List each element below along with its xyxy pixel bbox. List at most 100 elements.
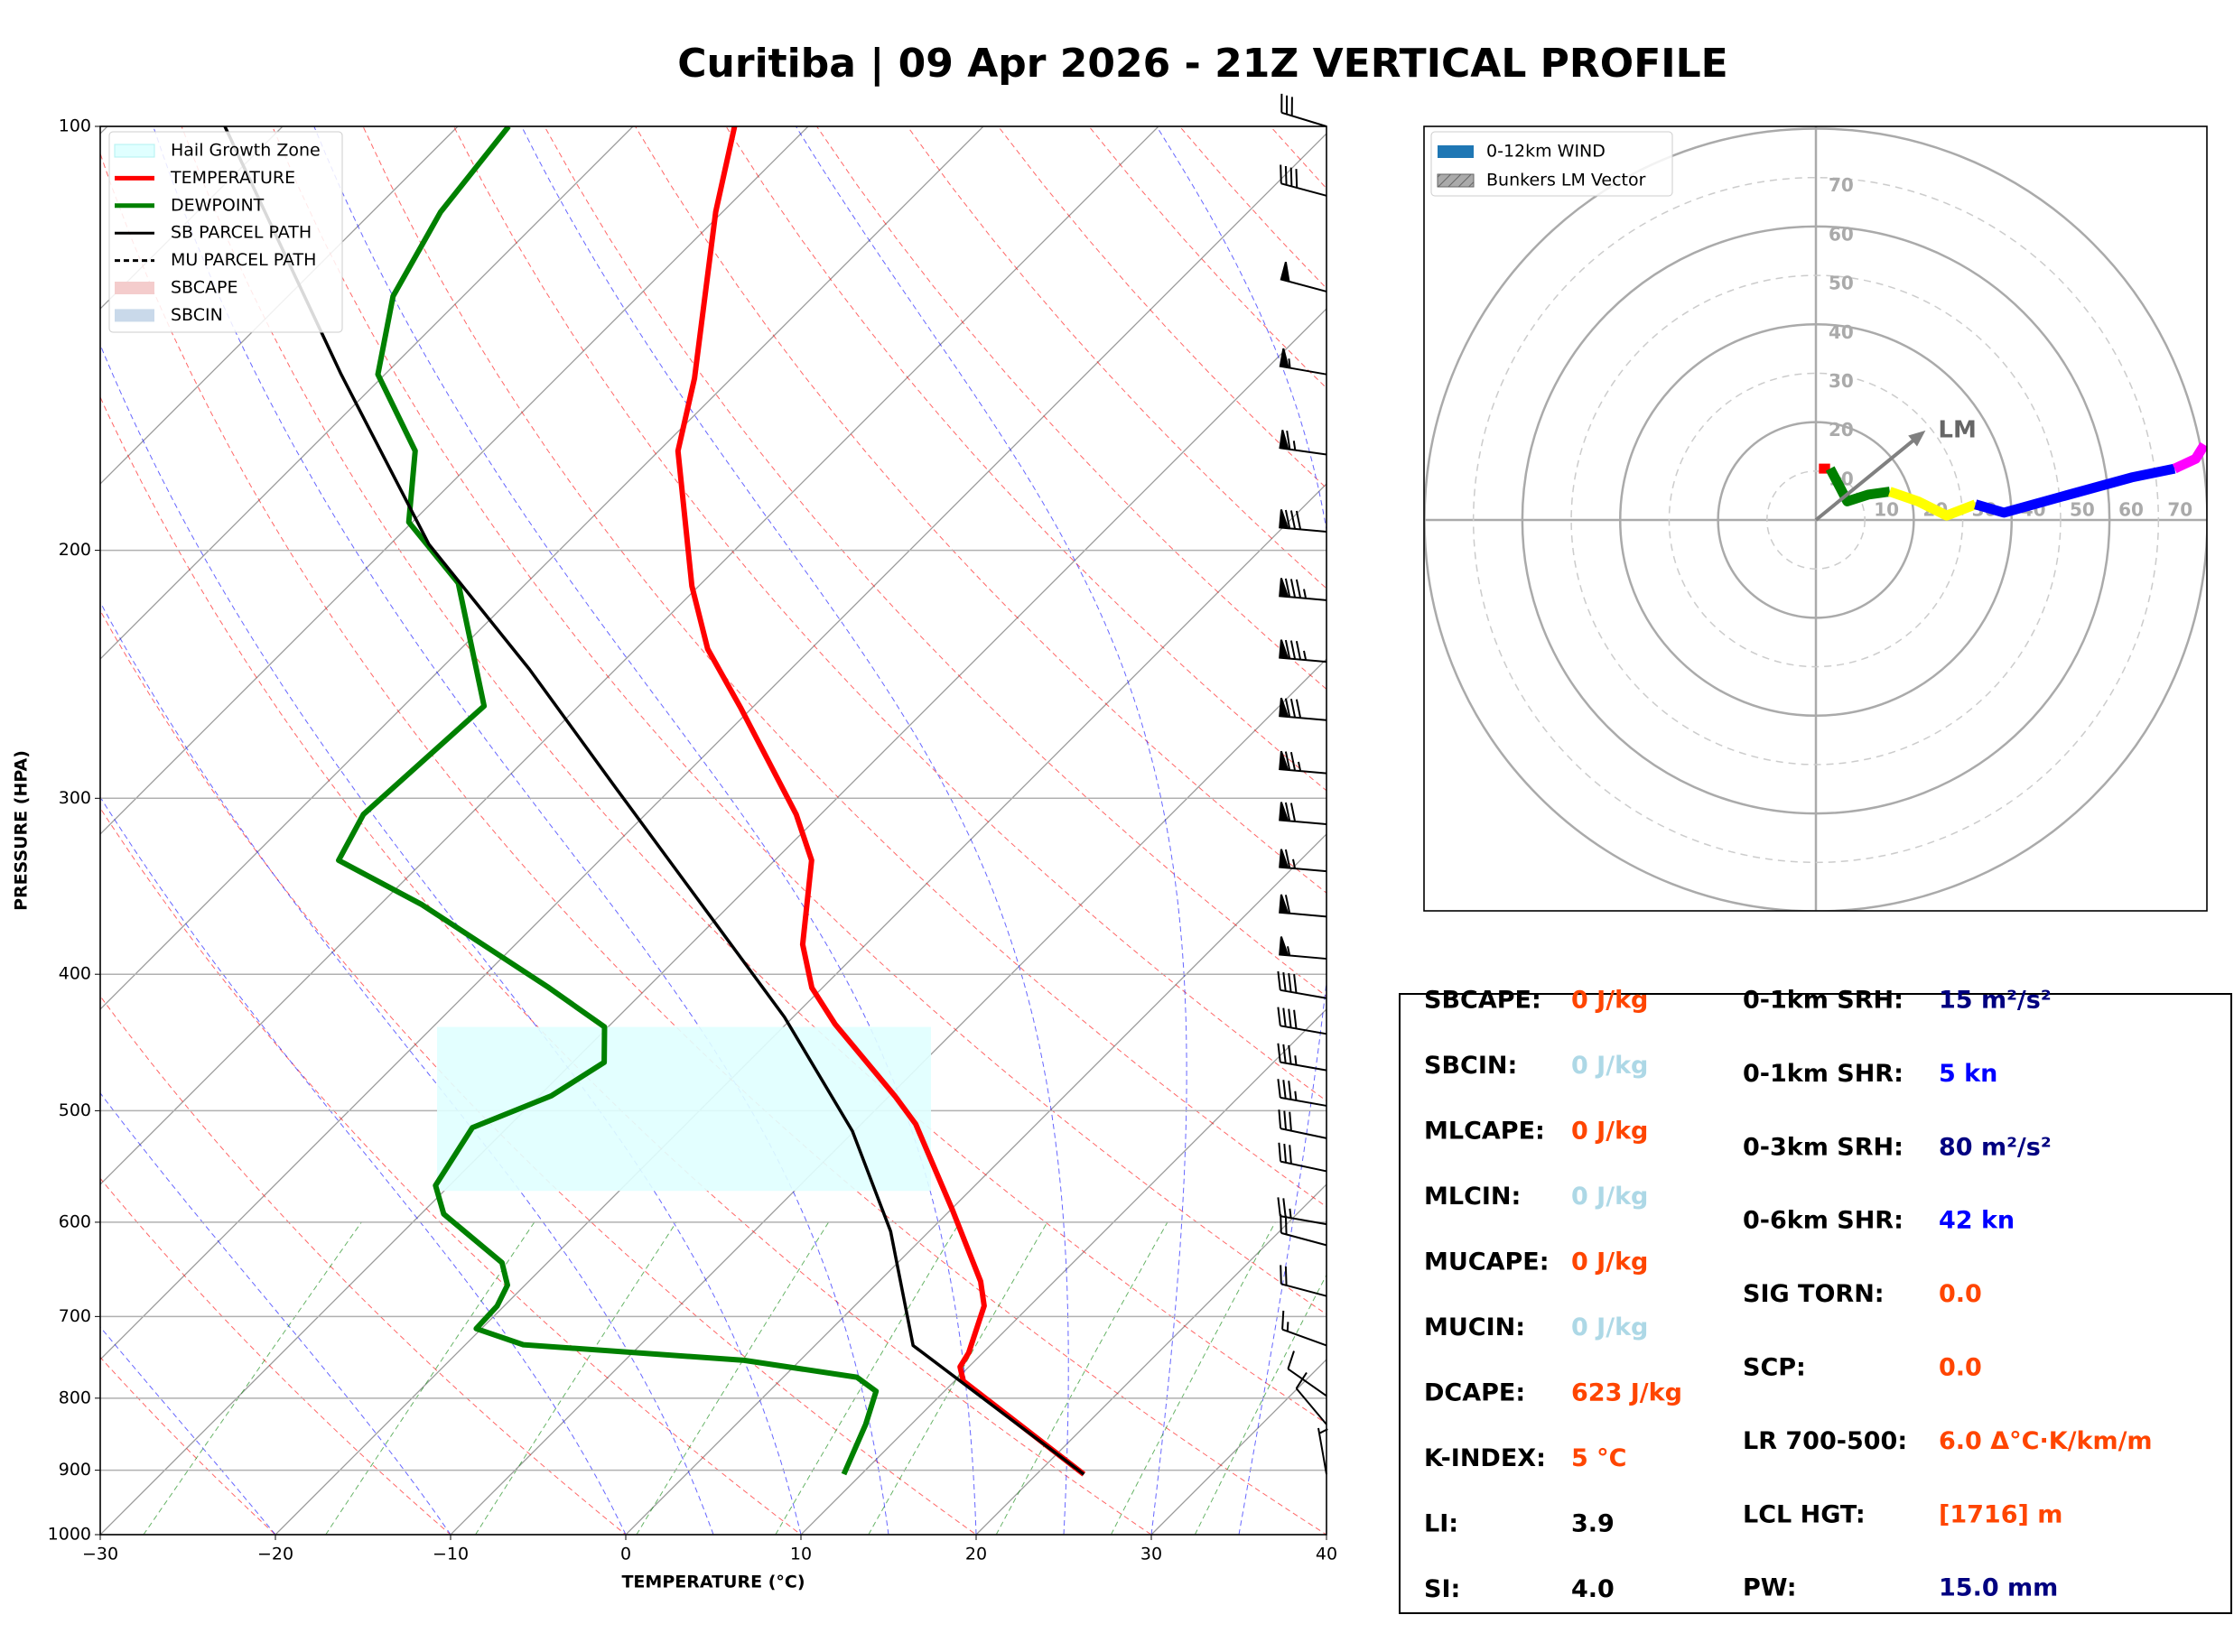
isotherm [100, 126, 634, 660]
wind-barb [1278, 1142, 1327, 1173]
index-label: DCAPE: [1424, 1379, 1525, 1407]
index-label: MUCAPE: [1424, 1248, 1550, 1276]
wind-barb [1280, 93, 1327, 127]
index-label: LR 700-500: [1743, 1427, 1907, 1455]
legend-label: SBCIN [171, 305, 223, 325]
lm-vector [1814, 437, 1917, 522]
moist-adiabat [1156, 126, 1326, 1535]
dry-adiabat [100, 807, 802, 1535]
hodograph-data: LM [1814, 416, 2207, 522]
index-value: 0.0 [1939, 1280, 1982, 1308]
wind-barbs [1277, 93, 1328, 1475]
hodograph-ring [1472, 176, 2160, 864]
dry-adiabat [181, 126, 1326, 1425]
mixing-ratio-line [775, 1221, 961, 1535]
y-tick-label: 700 [59, 1306, 91, 1326]
index-value: [1716] m [1939, 1500, 2062, 1528]
hodograph-ring [1668, 372, 1964, 668]
isotherm [450, 658, 1326, 1535]
y-tick-label: 600 [59, 1211, 91, 1231]
isotherm [100, 126, 984, 1010]
wind-barb [1279, 697, 1327, 721]
index-label: 0-1km SRH: [1743, 987, 1904, 1015]
x-tick-label: 10 [790, 1545, 812, 1564]
ring-label: 30 [1829, 370, 1854, 392]
profile-line [223, 126, 1085, 1476]
ring-label: 70 [1829, 174, 1854, 196]
y-axis-label: PRESSURE (HPA) [12, 750, 32, 911]
dry-adiabat [100, 1356, 276, 1535]
legend-label: SBCAPE [171, 278, 238, 298]
isotherm [100, 308, 1326, 1535]
hodograph-ring [1570, 274, 2062, 766]
x-tick-label: −10 [433, 1545, 469, 1564]
y-tick-label: 200 [59, 540, 91, 560]
ring-label: 60 [2118, 499, 2144, 521]
ring-label: 60 [1829, 223, 1854, 245]
moist-adiabat [100, 601, 714, 1535]
mixing-ratio-line [143, 1221, 362, 1535]
isotherm [975, 1183, 1326, 1535]
mixing-ratio-line [1194, 1274, 1326, 1535]
ring-label: 50 [1829, 273, 1854, 294]
wind-barb [1277, 1197, 1327, 1226]
isotherm [625, 833, 1326, 1535]
wind-barb [1280, 1214, 1327, 1247]
hodograph-segment [1888, 487, 1978, 521]
hodograph-ring [1717, 421, 1915, 619]
indices: SBCAPE: 0 J/kg SBCIN: 0 J/kg MLCAPE: 0 J/kg ML… [1424, 987, 2153, 1604]
wind-barb [1280, 164, 1327, 197]
legend-label: TEMPERATURE [170, 168, 295, 188]
hodograph-segment [1974, 463, 2176, 518]
dry-adiabat [362, 126, 1326, 1208]
index-label: LI: [1424, 1510, 1458, 1538]
index-label: 0-6km SHR: [1743, 1207, 1904, 1235]
index-label: 0-3km SRH: [1743, 1133, 1904, 1161]
wind-barb [1280, 1265, 1327, 1297]
wind-barb [1317, 1427, 1328, 1475]
legend-swatch [1438, 145, 1474, 158]
lm-label: LM [1938, 416, 1976, 443]
legend-box [108, 131, 343, 333]
index-label: PW: [1743, 1574, 1797, 1602]
hodograph-segment [1825, 466, 1891, 506]
x-tick-label: 0 [620, 1545, 631, 1564]
isotherm [800, 1008, 1326, 1535]
isotherm [100, 126, 1159, 1185]
x-tick-label: −20 [257, 1545, 293, 1564]
mixing-ratio-line [995, 1221, 1168, 1535]
indices-table [1399, 993, 2232, 1614]
index-value: 15 m²/s² [1939, 987, 2052, 1015]
legend-swatch [114, 144, 155, 158]
ring-label: 70 [2167, 499, 2192, 521]
index-value: 623 J/kg [1571, 1379, 1682, 1407]
dry-adiabat [100, 609, 977, 1535]
wind-barb [1277, 1079, 1327, 1107]
index-value: 0 J/kg [1571, 1118, 1648, 1146]
wind-barb [1277, 970, 1327, 999]
index-value: 3.9 [1571, 1510, 1615, 1538]
wind-barb [1279, 849, 1327, 873]
wind-barb [1277, 1007, 1327, 1035]
isotherm [275, 483, 1326, 1535]
wind-barb [1279, 348, 1327, 376]
index-label: SCP: [1743, 1354, 1806, 1382]
index-value: 0 J/kg [1571, 1248, 1648, 1276]
index-value: 0 J/kg [1571, 987, 1648, 1015]
hodograph-ring [1766, 470, 1866, 570]
index-value: 0.0 [1939, 1354, 1982, 1382]
wind-barb [1277, 1043, 1327, 1072]
ring-label: 50 [2070, 499, 2095, 521]
wind-barb [1279, 936, 1327, 961]
hodograph-legend: 0-12km WIND Bunkers LM Vector [1437, 142, 1646, 190]
index-label: 0-1km SHR: [1743, 1060, 1904, 1088]
y-tick-label: 300 [59, 788, 91, 808]
skewt-data [223, 126, 1086, 1477]
hodograph-segment [2172, 441, 2207, 474]
moist-adiabat [100, 796, 627, 1535]
isotherm [100, 133, 1326, 1360]
index-value: 6.0 Δ°C·K/km/m [1939, 1427, 2153, 1455]
